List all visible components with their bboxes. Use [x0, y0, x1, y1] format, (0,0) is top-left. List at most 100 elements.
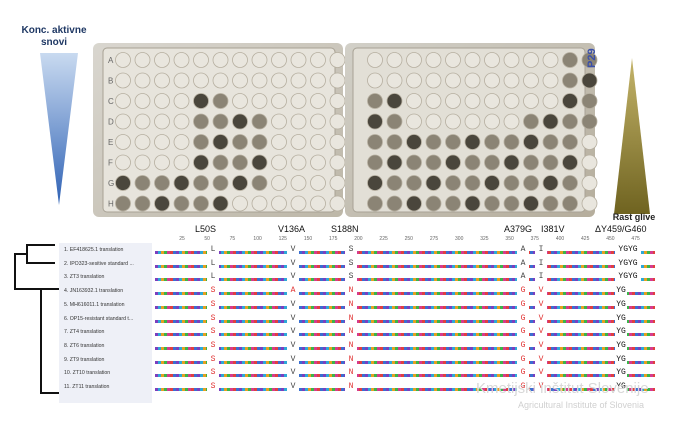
well	[445, 195, 461, 212]
residue-highlight	[535, 329, 547, 340]
well	[115, 113, 131, 130]
well	[445, 154, 461, 171]
residue-highlight	[517, 342, 529, 353]
residue-highlight	[207, 247, 219, 257]
row-letter: B	[108, 77, 113, 86]
sequence-name[interactable]: 1. EF418625.1 translation	[64, 247, 124, 253]
well	[484, 52, 500, 68]
sequence-bar	[155, 305, 655, 309]
well	[464, 113, 481, 130]
sequence-name[interactable]: 6. OP15-resistant standard t...	[64, 315, 134, 322]
well	[425, 175, 442, 191]
well	[271, 175, 287, 191]
well	[406, 113, 422, 130]
well	[154, 175, 170, 191]
residue-label: S	[210, 354, 216, 364]
well	[271, 72, 287, 89]
well	[329, 195, 346, 212]
sequence-name[interactable]: 5. MH616011.1 translation	[64, 301, 125, 308]
plate-2-id: P29	[586, 48, 598, 68]
well	[310, 154, 326, 171]
well	[367, 72, 383, 89]
sequence-name[interactable]: 9. ZT9 translation	[64, 356, 105, 363]
well	[523, 93, 539, 109]
sequence-name[interactable]: 2. IPO323-sesitive standard ...	[64, 260, 134, 267]
well	[134, 93, 151, 109]
residue-label: V	[290, 245, 296, 254]
well	[115, 154, 131, 171]
sequence-bar	[155, 278, 655, 282]
residue-highlight	[517, 370, 529, 381]
well	[386, 52, 403, 68]
residue-label: G	[520, 354, 526, 364]
residue-highlight	[517, 274, 529, 285]
row-letter: H	[108, 200, 114, 209]
well	[329, 72, 346, 89]
well	[212, 154, 229, 171]
residue-label: A	[520, 245, 526, 254]
residue-highlight	[615, 356, 627, 367]
ruler-tick: 175	[329, 236, 338, 242]
residue-label: V	[538, 313, 544, 323]
well	[406, 175, 422, 191]
residue-label: L	[210, 258, 216, 268]
well	[154, 134, 170, 150]
concentration-label-line1: Konc. aktivne	[21, 25, 87, 36]
residue-label: G	[520, 299, 526, 309]
sequence-name[interactable]: 4. JN163932.1 translation	[64, 288, 124, 295]
well	[503, 72, 520, 89]
well	[367, 175, 383, 191]
well	[406, 72, 422, 89]
well	[134, 154, 151, 171]
well	[173, 195, 190, 212]
well	[542, 175, 559, 191]
residue-label: A	[520, 258, 526, 268]
well	[523, 195, 539, 212]
well	[212, 134, 229, 150]
residue-highlight	[207, 288, 219, 299]
well	[193, 134, 209, 150]
well	[425, 154, 442, 171]
well	[193, 113, 209, 130]
mutation-label: V136A	[278, 224, 306, 234]
well	[115, 72, 131, 89]
well	[445, 113, 461, 130]
well	[115, 93, 131, 109]
sequence-bar	[155, 292, 655, 296]
sequence-row: S V N G V YG	[155, 300, 655, 312]
well	[445, 134, 461, 150]
well	[232, 134, 248, 150]
well	[425, 113, 442, 130]
residue-highlight	[517, 329, 529, 340]
residue-highlight	[287, 384, 299, 394]
well	[367, 93, 383, 109]
residue-label: V	[290, 313, 296, 323]
ruler-tick: 400	[555, 236, 565, 242]
residue-highlight	[615, 342, 627, 353]
well	[193, 52, 209, 68]
well	[251, 154, 268, 171]
well	[134, 134, 151, 150]
residue-highlight	[287, 260, 299, 271]
sequence-name[interactable]: 7. ZT4 translation	[64, 329, 105, 336]
residue-highlight	[207, 301, 219, 312]
well	[134, 195, 151, 212]
well	[290, 52, 307, 68]
residue-label: V	[538, 354, 544, 364]
well	[251, 113, 268, 130]
sequence-row: S V N G V YG	[155, 382, 655, 394]
well	[542, 195, 559, 212]
residue-highlight	[345, 260, 357, 271]
sequence-name[interactable]: 8. ZT6 translation	[64, 342, 105, 349]
ruler-tick: 100	[253, 236, 262, 242]
position-ruler: 25 50 75 100 125 150 175 200 225 250 275 300 325 350 3…	[152, 236, 657, 246]
ruler-tick: 150	[303, 236, 313, 242]
sequence-name[interactable]: 3. ZT3 translation	[64, 274, 105, 281]
well	[212, 52, 229, 68]
sequence-name[interactable]: 11. ZT11 translation	[64, 384, 110, 390]
residue-label: V	[290, 354, 296, 364]
residue-highlight	[345, 356, 357, 367]
well	[173, 72, 190, 89]
residue-highlight	[345, 315, 357, 326]
sequence-name[interactable]: 10. ZT10 translation	[64, 370, 111, 377]
